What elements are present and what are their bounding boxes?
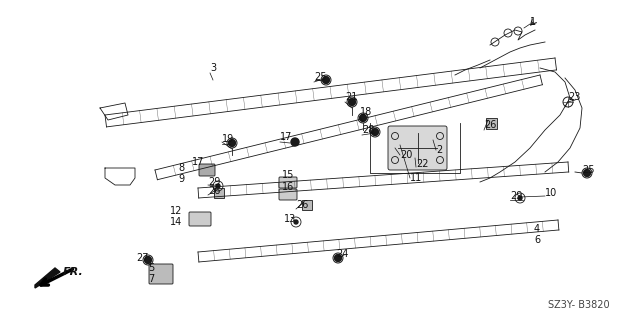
Text: 26: 26 bbox=[208, 186, 220, 196]
Text: 16: 16 bbox=[282, 182, 294, 192]
Text: 6: 6 bbox=[534, 235, 540, 245]
Text: 3: 3 bbox=[210, 63, 216, 73]
Circle shape bbox=[335, 255, 342, 262]
Text: 1: 1 bbox=[530, 17, 536, 27]
Text: 24: 24 bbox=[336, 249, 348, 259]
Circle shape bbox=[371, 129, 378, 136]
Bar bbox=[486, 118, 497, 129]
Text: 25: 25 bbox=[582, 165, 595, 175]
Circle shape bbox=[349, 99, 355, 106]
FancyBboxPatch shape bbox=[149, 264, 173, 284]
Text: 17: 17 bbox=[192, 157, 204, 167]
Circle shape bbox=[360, 115, 367, 122]
Circle shape bbox=[145, 256, 152, 263]
Text: 10: 10 bbox=[545, 188, 557, 198]
Circle shape bbox=[291, 138, 299, 146]
Text: 26: 26 bbox=[296, 200, 308, 210]
FancyBboxPatch shape bbox=[279, 189, 297, 200]
Text: 12: 12 bbox=[170, 206, 182, 216]
Text: 15: 15 bbox=[282, 170, 294, 180]
Text: 23: 23 bbox=[568, 92, 580, 102]
Circle shape bbox=[216, 184, 220, 188]
Text: 5: 5 bbox=[148, 263, 154, 273]
Polygon shape bbox=[35, 268, 60, 288]
Text: 7: 7 bbox=[148, 274, 154, 284]
Text: 20: 20 bbox=[400, 150, 412, 160]
Text: SZ3Y- B3820: SZ3Y- B3820 bbox=[548, 300, 610, 310]
Text: 2: 2 bbox=[436, 145, 442, 155]
Text: 19: 19 bbox=[222, 134, 234, 144]
Text: 21: 21 bbox=[345, 92, 357, 102]
Text: 17: 17 bbox=[280, 132, 292, 142]
Text: 13: 13 bbox=[284, 214, 296, 224]
Circle shape bbox=[518, 196, 522, 200]
Circle shape bbox=[584, 169, 591, 176]
FancyBboxPatch shape bbox=[189, 212, 211, 226]
Bar bbox=[302, 200, 312, 210]
FancyBboxPatch shape bbox=[279, 177, 297, 188]
Text: 8: 8 bbox=[178, 163, 184, 173]
Text: 22: 22 bbox=[416, 159, 429, 169]
FancyBboxPatch shape bbox=[199, 164, 215, 176]
Text: FR.: FR. bbox=[63, 267, 84, 277]
Text: 29: 29 bbox=[510, 191, 522, 201]
Circle shape bbox=[228, 139, 236, 146]
Text: 28: 28 bbox=[362, 125, 374, 135]
Text: 29: 29 bbox=[208, 177, 220, 187]
Circle shape bbox=[294, 220, 298, 224]
Bar bbox=[214, 188, 224, 198]
Circle shape bbox=[323, 77, 330, 84]
Text: 27: 27 bbox=[136, 253, 148, 263]
Text: 14: 14 bbox=[170, 217, 182, 227]
Text: 9: 9 bbox=[178, 174, 184, 184]
FancyBboxPatch shape bbox=[388, 126, 447, 170]
Text: 26: 26 bbox=[484, 120, 497, 130]
Text: 18: 18 bbox=[360, 107, 372, 117]
Text: 4: 4 bbox=[534, 224, 540, 234]
Text: 25: 25 bbox=[314, 72, 326, 82]
Text: 11: 11 bbox=[410, 173, 422, 183]
